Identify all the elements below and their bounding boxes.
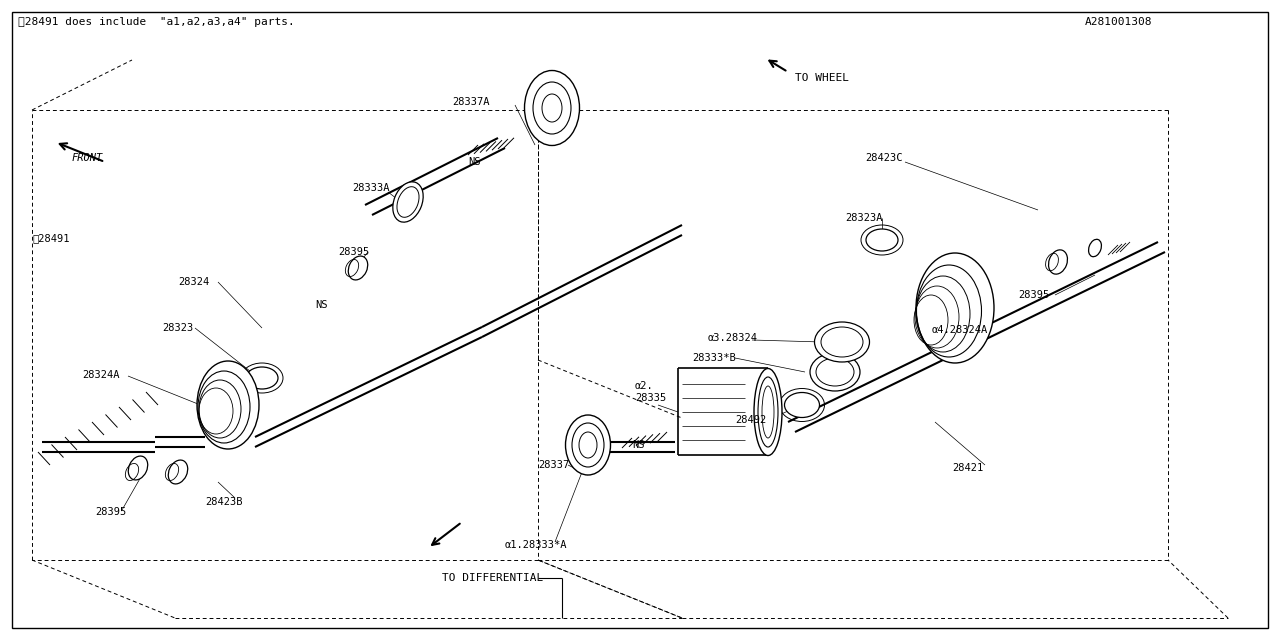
Text: 28492: 28492 [735, 415, 767, 425]
Ellipse shape [393, 182, 424, 222]
Text: 28395: 28395 [338, 247, 369, 257]
Text: 28333*B: 28333*B [692, 353, 736, 363]
Text: 28423B: 28423B [205, 497, 242, 507]
Text: α2.
28335: α2. 28335 [635, 381, 667, 403]
Text: 28421: 28421 [952, 463, 983, 473]
Ellipse shape [785, 392, 819, 417]
Ellipse shape [197, 361, 259, 449]
Text: NS: NS [632, 440, 645, 450]
Text: 28337: 28337 [538, 460, 570, 470]
Text: 28337A: 28337A [452, 97, 489, 107]
Ellipse shape [246, 367, 278, 389]
Text: A281001308: A281001308 [1085, 17, 1152, 27]
Ellipse shape [1088, 239, 1101, 257]
Text: TO WHEEL: TO WHEEL [795, 73, 849, 83]
Text: 28423C: 28423C [865, 153, 902, 163]
Ellipse shape [525, 70, 580, 145]
Ellipse shape [867, 229, 899, 251]
Ellipse shape [128, 456, 147, 480]
Text: 28323A: 28323A [845, 213, 882, 223]
Text: 28324: 28324 [178, 277, 209, 287]
Text: α4.28324A: α4.28324A [932, 325, 988, 335]
Text: α3.28324: α3.28324 [708, 333, 758, 343]
Text: ※28491 does include  "a1,a2,a3,a4" parts.: ※28491 does include "a1,a2,a3,a4" parts. [18, 17, 294, 27]
Ellipse shape [168, 460, 188, 484]
Text: 28395: 28395 [1018, 290, 1050, 300]
Text: FRONT: FRONT [72, 153, 104, 163]
Ellipse shape [348, 256, 367, 280]
Ellipse shape [754, 369, 782, 456]
Text: ※28491: ※28491 [32, 233, 69, 243]
Text: α1.28333*A: α1.28333*A [506, 540, 567, 550]
Text: 28323: 28323 [163, 323, 193, 333]
Ellipse shape [916, 253, 995, 363]
Text: 28333A: 28333A [352, 183, 389, 193]
Ellipse shape [810, 353, 860, 391]
Ellipse shape [566, 415, 611, 475]
Text: NS: NS [468, 157, 480, 167]
Ellipse shape [1048, 250, 1068, 274]
Text: TO DIFFERENTIAL: TO DIFFERENTIAL [442, 573, 543, 583]
Text: 28395: 28395 [95, 507, 127, 517]
Text: 28324A: 28324A [82, 370, 119, 380]
Ellipse shape [814, 322, 869, 362]
Text: NS: NS [315, 300, 328, 310]
